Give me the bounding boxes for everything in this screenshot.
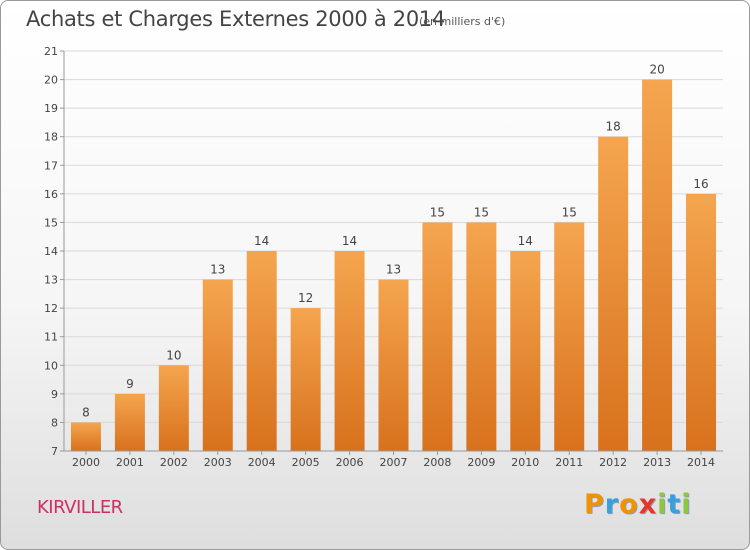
data-label: 15 [562, 205, 577, 219]
data-label: 15 [430, 205, 445, 219]
x-tick-label: 2013 [643, 456, 671, 469]
data-label: 14 [342, 234, 357, 248]
logo-letter: t [667, 489, 681, 520]
x-tick-label: 2006 [336, 456, 364, 469]
data-label: 12 [298, 291, 313, 305]
x-tick-label: 2011 [555, 456, 583, 469]
data-label: 10 [166, 348, 181, 362]
data-label: 15 [474, 205, 489, 219]
x-tick-label: 2005 [292, 456, 320, 469]
data-label: 13 [386, 263, 401, 277]
y-tick-label: 21 [44, 45, 58, 58]
x-tick-label: 2010 [511, 456, 539, 469]
logo-letter: r [605, 489, 619, 520]
data-label: 13 [210, 263, 225, 277]
bar [247, 251, 277, 451]
x-tick-label: 2014 [687, 456, 715, 469]
bar [159, 365, 189, 451]
x-tick-label: 2008 [423, 456, 451, 469]
y-tick-label: 15 [44, 216, 58, 229]
bar [686, 194, 716, 451]
logo-letter: x [639, 489, 657, 520]
y-tick-label: 20 [44, 74, 58, 87]
x-tick-label: 2002 [160, 456, 188, 469]
y-tick-label: 8 [51, 416, 58, 429]
logo-letter: i [681, 489, 691, 520]
data-label: 14 [518, 234, 533, 248]
data-label: 8 [82, 405, 90, 419]
bar [422, 222, 452, 451]
y-axis-ticks: 7 8 9 10 11 12 13 14 15 16 17 18 19 20 21 [44, 45, 64, 458]
bar [71, 422, 101, 451]
proxiti-logo: Proxiti [584, 489, 692, 520]
bar [466, 222, 496, 451]
bar [554, 222, 584, 451]
bar [510, 251, 540, 451]
y-tick-label: 19 [44, 102, 58, 115]
logo-letter: P [584, 489, 605, 520]
x-tick-label: 2000 [72, 456, 100, 469]
bar [203, 280, 233, 451]
y-tick-label: 9 [51, 388, 58, 401]
x-tick-label: 2007 [380, 456, 408, 469]
bar [642, 80, 672, 451]
x-tick-label: 2003 [204, 456, 232, 469]
data-label: 16 [693, 177, 708, 191]
y-tick-label: 10 [44, 359, 58, 372]
y-tick-label: 13 [44, 274, 58, 287]
x-tick-label: 2001 [116, 456, 144, 469]
data-label: 14 [254, 234, 269, 248]
bar [379, 280, 409, 451]
data-label: 9 [126, 377, 134, 391]
y-tick-label: 11 [44, 331, 58, 344]
bar [598, 137, 628, 451]
logo-letter: i [657, 489, 667, 520]
bar [335, 251, 365, 451]
y-tick-label: 16 [44, 188, 58, 201]
data-label: 20 [649, 63, 664, 77]
logo-letter: o [619, 489, 639, 520]
bar [291, 308, 321, 451]
x-axis-ticks: 2000 2001 2002 2003 2004 2005 2006 2007 2008 2009… [72, 451, 715, 469]
y-tick-label: 14 [44, 245, 58, 258]
x-tick-label: 2004 [248, 456, 276, 469]
bar-chart: 7 8 9 10 11 12 13 14 15 16 17 18 19 20 21 8 9 10 13 14 12 14… [1, 1, 750, 550]
y-tick-label: 7 [51, 445, 58, 458]
y-tick-label: 18 [44, 131, 58, 144]
chart-panel: Achats et Charges Externes 2000 à 2014 (… [0, 0, 750, 550]
commune-name: KIRVILLER [37, 497, 123, 518]
x-tick-label: 2012 [599, 456, 627, 469]
x-tick-label: 2009 [467, 456, 495, 469]
bar [115, 394, 145, 451]
y-tick-label: 17 [44, 159, 58, 172]
y-tick-label: 12 [44, 302, 58, 315]
data-label: 18 [606, 120, 621, 134]
